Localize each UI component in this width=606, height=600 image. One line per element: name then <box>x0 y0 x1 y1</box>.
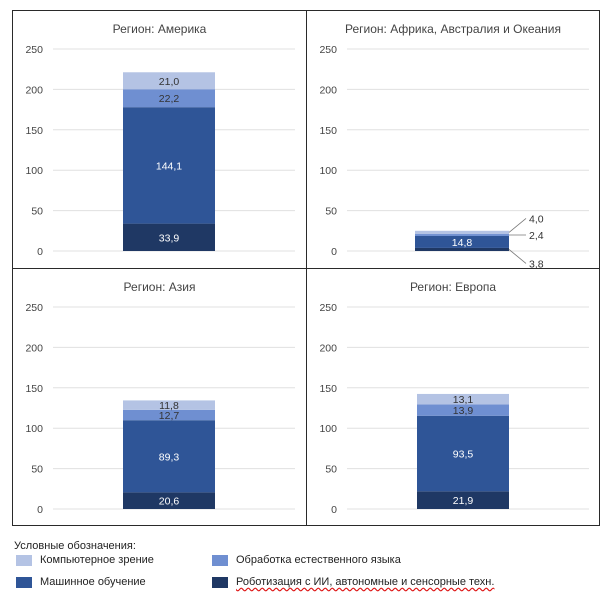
data-label-asia-cv: 11,8 <box>159 400 179 412</box>
legend-swatch-ml <box>16 576 32 588</box>
y-tick-america-100: 100 <box>25 165 43 177</box>
data-label-africa-ml: 14,8 <box>452 237 473 249</box>
bar-segment-asia-cv <box>123 400 215 410</box>
y-tick-asia-250: 250 <box>25 302 43 314</box>
data-label-europe-cv: 13,1 <box>453 394 474 406</box>
y-tick-europe-100: 100 <box>319 423 337 435</box>
bar-segment-asia-ml <box>123 420 215 493</box>
leader-line-africa-robotics <box>508 249 527 264</box>
legend-swatch-nlp <box>212 554 228 566</box>
data-label-america-robotics: 33,9 <box>159 232 180 244</box>
data-label-africa-cv: 4,0 <box>529 213 544 225</box>
y-tick-asia-200: 200 <box>25 342 43 354</box>
legend-label-ml: Машинное обучение <box>40 576 146 588</box>
panel-africa-australia-oceania: Регион: Африка, Австралия и Океания 0 50 10… <box>307 11 599 269</box>
bar-segment-africa-cv <box>415 230 509 235</box>
y-tick-africa-50: 50 <box>325 206 337 218</box>
legend-item-ml: Машинное обучение <box>16 576 146 588</box>
data-label-europe-robotics: 21,9 <box>453 495 474 507</box>
y-tick-africa-100: 100 <box>319 165 337 177</box>
legend-swatch-cv <box>16 554 32 566</box>
data-label-america-cv: 21,0 <box>159 76 180 88</box>
panel-europe: Регион: Европа 0 50 100 150 200 250 21,9 93,5 13,… <box>307 269 599 525</box>
y-tick-africa-0: 0 <box>331 246 337 258</box>
data-label-asia-robotics: 20,6 <box>159 496 180 508</box>
chart-grid: Регион: Америка 0 50 100 150 200 250 33,9 144,1 2… <box>12 10 600 526</box>
y-tick-asia-100: 100 <box>25 423 43 435</box>
y-tick-asia-0: 0 <box>37 504 43 516</box>
y-tick-europe-150: 150 <box>319 383 337 395</box>
bar-segment-africa-robotics <box>415 247 509 251</box>
y-tick-africa-200: 200 <box>319 84 337 96</box>
bar-segment-america-ml <box>123 107 215 224</box>
panel-america: Регион: Америка 0 50 100 150 200 250 33,9 144,1 2… <box>13 11 307 269</box>
chart-title-europe: Регион: Европа <box>410 280 496 294</box>
bar-segment-asia-robotics <box>123 492 215 509</box>
y-tick-america-50: 50 <box>31 206 43 218</box>
data-label-asia-nlp: 12,7 <box>159 410 180 422</box>
legend-item-robotics: Роботизация с ИИ, автономные и сенсорные… <box>212 576 494 588</box>
y-tick-europe-250: 250 <box>319 302 337 314</box>
y-tick-europe-200: 200 <box>319 342 337 354</box>
y-tick-america-250: 250 <box>25 44 43 56</box>
leader-line-africa-cv <box>508 218 527 233</box>
y-tick-europe-0: 0 <box>331 504 337 516</box>
legend: Условные обозначения: Компьютерное зрени… <box>12 540 600 596</box>
legend-label-robotics: Роботизация с ИИ, автономные и сенсорные… <box>236 576 495 588</box>
data-label-europe-ml: 93,5 <box>453 449 474 461</box>
bar-segment-america-robotics <box>123 223 215 251</box>
legend-label-nlp: Обработка естественного языка <box>236 554 401 566</box>
chart-europe-svg: Регион: Европа 0 50 100 150 200 250 21,9 93,5 13,… <box>319 280 589 516</box>
panel-asia: Регион: Азия 0 50 100 150 200 250 20,6 89,3 12,7 1… <box>13 269 307 525</box>
chart-america-svg: Регион: Америка 0 50 100 150 200 250 33,9 144,1 2… <box>25 22 295 258</box>
bar-segment-europe-robotics <box>417 491 509 509</box>
y-tick-europe-50: 50 <box>325 464 337 476</box>
chart-asia-svg: Регион: Азия 0 50 100 150 200 250 20,6 89,3 12,71… <box>25 280 295 516</box>
data-label-europe-nlp: 13,9 <box>453 405 474 417</box>
data-label-asia-ml: 89,3 <box>159 451 180 463</box>
legend-swatch-robotics <box>212 576 228 588</box>
bar-segment-europe-ml <box>417 415 509 492</box>
bar-segment-asia-nlp <box>123 409 215 421</box>
legend-label-cv: Компьютерное зрение <box>40 554 154 566</box>
chart-title-asia: Регион: Азия <box>124 280 196 294</box>
legend-item-nlp: Обработка естественного языка <box>212 554 401 566</box>
data-label-america-ml: 144,1 <box>156 160 182 172</box>
y-tick-america-200: 200 <box>25 84 43 96</box>
y-tick-asia-50: 50 <box>31 464 43 476</box>
legend-item-cv: Компьютерное зрение <box>16 554 154 566</box>
bar-segment-africa-nlp <box>415 234 509 236</box>
bar-segment-africa-ml <box>415 235 509 248</box>
bar-segment-america-cv <box>123 72 215 90</box>
bar-segment-europe-cv <box>417 393 509 405</box>
data-label-africa-robotics: 3,8 <box>529 258 544 268</box>
y-tick-africa-250: 250 <box>319 44 337 56</box>
chart-africa-svg: Регион: Африка, Австралия и Океания 0 50 10… <box>319 22 589 268</box>
y-tick-africa-150: 150 <box>319 125 337 137</box>
bar-segment-america-nlp <box>123 89 215 108</box>
y-tick-america-150: 150 <box>25 125 43 137</box>
bar-segment-europe-nlp <box>417 404 509 416</box>
y-tick-asia-150: 150 <box>25 383 43 395</box>
data-label-africa-nlp: 2,4 <box>529 230 544 242</box>
chart-title-america: Регион: Америка <box>113 22 207 36</box>
legend-title: Условные обозначения: <box>14 540 136 552</box>
data-label-america-nlp: 22,2 <box>159 93 180 105</box>
chart-title-africa: Регион: Африка, Австралия и Океания <box>345 22 561 36</box>
y-tick-america-0: 0 <box>37 246 43 258</box>
